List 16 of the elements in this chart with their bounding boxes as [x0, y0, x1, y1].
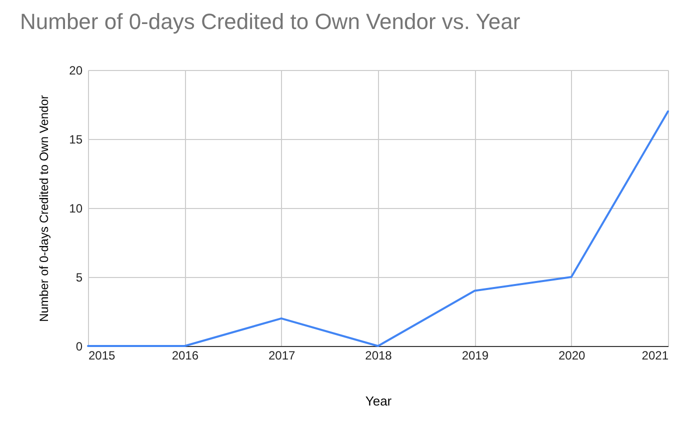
x-tick-label: 2018: [365, 348, 392, 362]
y-tick-label: 15: [69, 132, 83, 146]
chart-title: Number of 0-days Credited to Own Vendor vs. Year: [20, 9, 520, 34]
y-tick-label: 20: [69, 64, 83, 78]
y-tick-label: 10: [69, 202, 83, 216]
x-tick-label: 2017: [268, 348, 296, 362]
y-tick-label: 0: [76, 340, 83, 354]
x-tick-label: 2019: [462, 348, 489, 362]
y-tick-label: 5: [76, 270, 83, 284]
x-tick-label: 2021: [642, 348, 669, 362]
line-series: [87, 110, 669, 347]
x-tick-label: 2020: [558, 348, 586, 362]
y-axis-title: Number of 0-days Credited to Own Vendor: [37, 95, 52, 322]
x-axis-title: Year: [365, 394, 392, 408]
x-tick-label: 2015: [88, 348, 116, 362]
x-tick-label: 2016: [172, 348, 199, 362]
